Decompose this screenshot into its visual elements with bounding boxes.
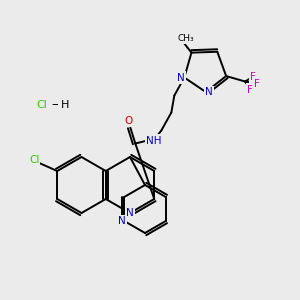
Text: O: O xyxy=(124,116,133,125)
Text: F: F xyxy=(250,71,256,82)
Text: F: F xyxy=(254,79,260,88)
Text: NH: NH xyxy=(146,136,161,146)
Text: H: H xyxy=(61,100,69,110)
Text: N: N xyxy=(178,73,185,82)
Text: N: N xyxy=(205,87,213,97)
Text: CH₃: CH₃ xyxy=(178,34,194,43)
Text: F: F xyxy=(247,85,253,94)
Text: N: N xyxy=(126,208,134,218)
Text: –: – xyxy=(52,98,58,112)
Text: N: N xyxy=(118,216,126,226)
Text: Cl: Cl xyxy=(29,155,39,165)
Text: Cl: Cl xyxy=(37,100,47,110)
